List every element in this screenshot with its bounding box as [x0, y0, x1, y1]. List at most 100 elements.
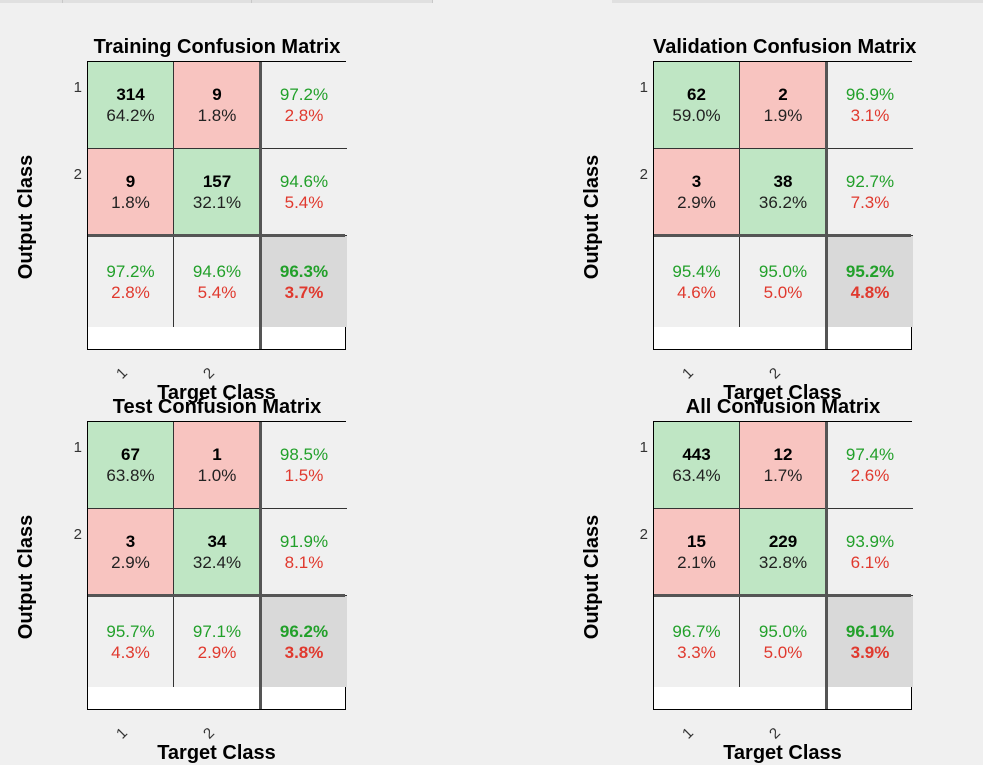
matrix-cell-correct: 314 64.2%	[88, 62, 174, 149]
y-axis-label: Output Class	[581, 514, 603, 640]
cell-count: 34	[207, 532, 227, 551]
chart-title: Test Confusion Matrix	[112, 396, 322, 418]
column-summary-cell: 96.7% 3.3%	[654, 596, 740, 687]
chart-title: Training Confusion Matrix	[93, 36, 341, 58]
accuracy-value: 97.4%	[845, 445, 895, 464]
cell-count: 157	[202, 172, 232, 191]
row-summary-cell: 96.9% 3.1%	[827, 62, 913, 149]
cell-count: 314	[116, 85, 145, 104]
overall-error-value: 3.7%	[284, 282, 324, 302]
cell-percent: 1.0%	[197, 466, 237, 485]
accuracy-value: 97.1%	[192, 621, 242, 641]
matrix-cell-correct: 157 32.1%	[174, 149, 261, 236]
toolbar-tab[interactable]	[252, 0, 433, 3]
cell-percent: 1.8%	[197, 106, 237, 125]
cell-count: 2	[778, 85, 788, 104]
error-value: 3.1%	[850, 106, 890, 125]
error-value: 8.1%	[284, 553, 324, 572]
matrix-cell-misclassified: 9 1.8%	[174, 62, 261, 149]
cell-count: 12	[773, 445, 793, 464]
confusion-matrix-panel: Validation Confusion Matrix Output Class T…	[566, 32, 983, 404]
summary-divider-horizontal	[654, 594, 911, 597]
matrix-cell-correct: 38 36.2%	[740, 149, 827, 236]
cell-count: 9	[212, 85, 222, 104]
overall-accuracy-cell: 96.2% 3.8%	[261, 596, 347, 687]
matrix-cell-correct: 34 32.4%	[174, 509, 261, 596]
matrix-grid: 443 63.4% 12 1.7% 97.4% 2.6% 15 2.1% 229 32.8% 93.…	[653, 421, 913, 710]
cell-percent: 2.9%	[677, 193, 716, 212]
cell-percent: 63.8%	[106, 466, 155, 485]
row-summary-cell: 97.2% 2.8%	[261, 62, 347, 149]
accuracy-value: 97.2%	[106, 261, 155, 281]
cell-percent: 59.0%	[672, 106, 721, 125]
error-value: 2.8%	[284, 106, 324, 125]
x-axis-label: Target Class	[723, 382, 842, 404]
cell-percent: 63.4%	[672, 466, 721, 485]
y-tick-label: 1	[73, 438, 82, 456]
matrix-cell-misclassified: 9 1.8%	[88, 149, 174, 236]
row-summary-cell: 97.4% 2.6%	[827, 422, 913, 509]
y-axis-label: Output Class	[15, 154, 37, 280]
matrix-cell-misclassified: 15 2.1%	[654, 509, 740, 596]
column-summary-cell: 95.0% 5.0%	[740, 596, 827, 687]
error-value: 5.4%	[284, 193, 324, 212]
column-summary-cell: 97.2% 2.8%	[88, 236, 174, 327]
accuracy-value: 94.6%	[279, 172, 329, 191]
summary-divider-horizontal	[88, 234, 345, 237]
confusion-matrix-panel: All Confusion Matrix Output Class Target C…	[566, 392, 983, 764]
column-summary-cell: 95.0% 5.0%	[740, 236, 827, 327]
error-value: 6.1%	[850, 553, 890, 572]
row-summary-cell: 94.6% 5.4%	[261, 149, 347, 236]
error-value: 2.9%	[197, 642, 237, 662]
error-value: 3.3%	[677, 642, 716, 662]
error-value: 2.6%	[850, 466, 890, 485]
cell-percent: 32.4%	[192, 553, 242, 572]
toolbar-tab[interactable]	[0, 0, 63, 3]
toolbar-tab[interactable]	[63, 0, 252, 3]
matrix-grid: 67 63.8% 1 1.0% 98.5% 1.5% 3 2.9% 34 32.4% 91.9% 8.…	[87, 421, 347, 710]
matrix-cell-misclassified: 2 1.9%	[740, 62, 827, 149]
cell-count: 229	[768, 532, 798, 551]
cell-percent: 64.2%	[106, 106, 155, 125]
toolbar-strip	[0, 0, 983, 4]
cell-percent: 32.8%	[758, 553, 808, 572]
row-summary-cell: 91.9% 8.1%	[261, 509, 347, 596]
summary-divider-vertical	[259, 62, 262, 349]
summary-divider-vertical	[825, 422, 828, 709]
y-tick-label: 2	[73, 165, 82, 183]
cell-count: 3	[125, 532, 136, 551]
overall-error-value: 3.9%	[850, 642, 890, 662]
cell-count: 62	[687, 85, 706, 104]
y-tick-label: 1	[639, 438, 648, 456]
matrix-cell-misclassified: 3 2.9%	[654, 149, 740, 236]
x-axis-label: Target Class	[157, 742, 276, 764]
overall-accuracy-cell: 95.2% 4.8%	[827, 236, 913, 327]
x-axis-label: Target Class	[157, 382, 276, 404]
accuracy-value: 92.7%	[845, 172, 895, 191]
cell-percent: 1.9%	[763, 106, 803, 125]
y-tick-label: 2	[639, 525, 648, 543]
y-tick-label: 2	[73, 525, 82, 543]
cell-count: 67	[121, 445, 140, 464]
overall-accuracy-value: 96.1%	[845, 621, 895, 641]
row-summary-cell: 98.5% 1.5%	[261, 422, 347, 509]
matrix-cell-correct: 62 59.0%	[654, 62, 740, 149]
cell-percent: 2.1%	[677, 553, 716, 572]
toolbar-tab[interactable]	[612, 0, 983, 3]
overall-error-value: 3.8%	[284, 642, 324, 662]
column-summary-cell: 95.7% 4.3%	[88, 596, 174, 687]
error-value: 2.8%	[111, 282, 150, 302]
y-axis-label: Output Class	[581, 154, 603, 280]
confusion-matrix-panel: Test Confusion Matrix Output Class Target …	[0, 392, 420, 764]
overall-error-value: 4.8%	[850, 282, 890, 302]
accuracy-value: 95.4%	[672, 261, 721, 281]
matrix-grid: 314 64.2% 9 1.8% 97.2% 2.8% 9 1.8% 157 32.1% 94.6%…	[87, 61, 347, 350]
column-summary-cell: 94.6% 5.4%	[174, 236, 261, 327]
summary-divider-horizontal	[654, 234, 911, 237]
column-summary-cell: 97.1% 2.9%	[174, 596, 261, 687]
x-axis-label: Target Class	[723, 742, 842, 764]
matrix-cell-correct: 67 63.8%	[88, 422, 174, 509]
summary-divider-horizontal	[88, 594, 345, 597]
accuracy-value: 94.6%	[192, 261, 242, 281]
overall-accuracy-value: 95.2%	[845, 261, 895, 281]
